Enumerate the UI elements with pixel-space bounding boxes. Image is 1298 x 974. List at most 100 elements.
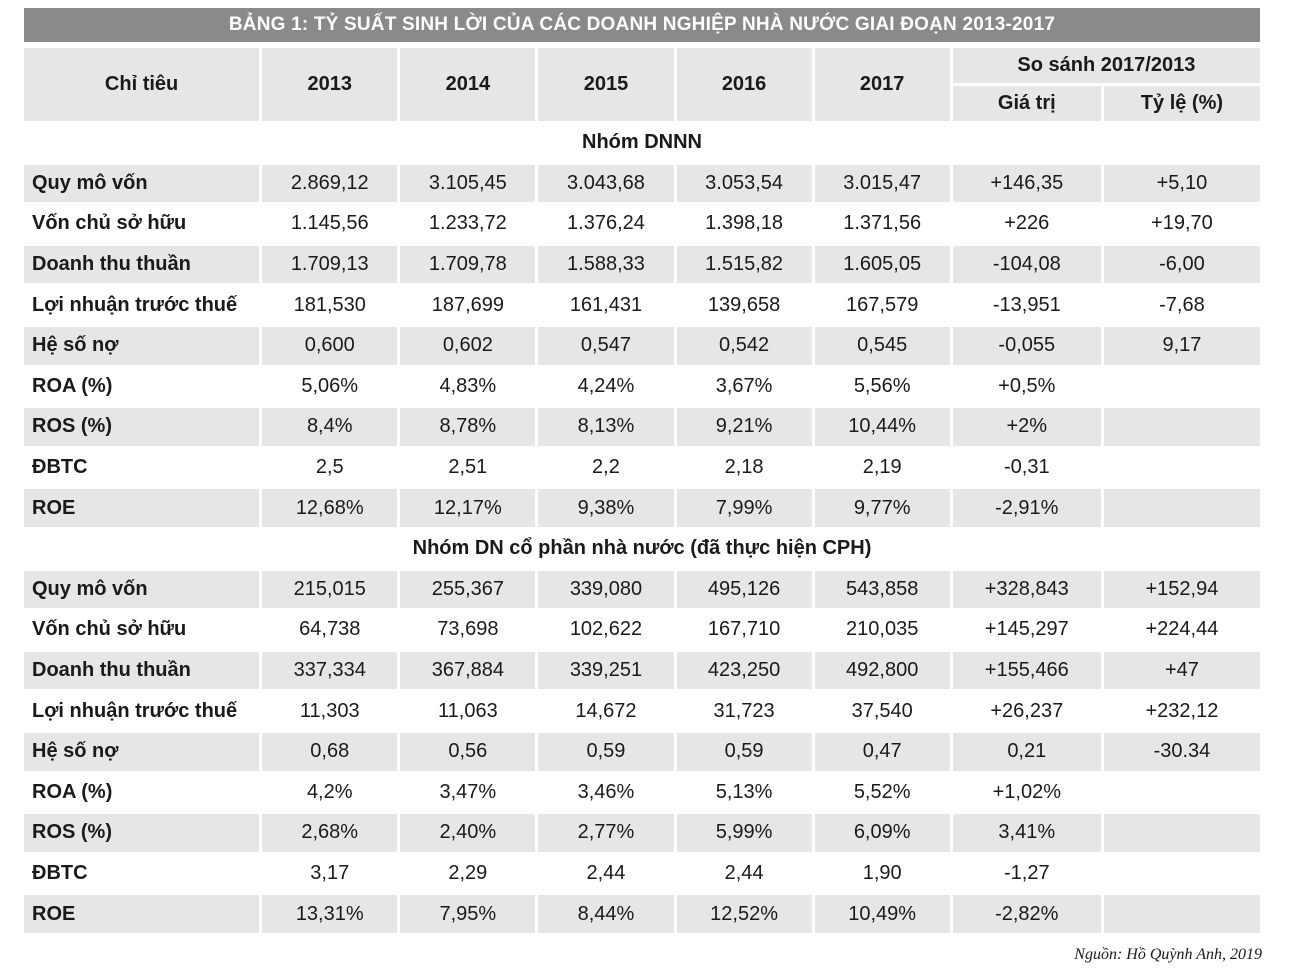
table-cell: +19,70: [1151, 212, 1213, 235]
table-cell: 12,68%: [262, 489, 398, 527]
table-row: ROE 13,31% 7,95% 8,44% 12,52% 10,49% -2,82%: [24, 895, 1260, 933]
table-cell: 1.376,24: [567, 212, 645, 235]
table-cell: 9,38%: [538, 489, 674, 527]
table-cell: 139,658: [707, 293, 781, 316]
table-cell: 8,44%: [538, 895, 674, 933]
group-title: Nhóm DNNN: [24, 124, 1260, 162]
table-cell: 9,77%: [814, 489, 950, 527]
row-label: Quy mô vốn: [24, 570, 260, 609]
table-cell: 367,884: [400, 651, 536, 690]
table-cell: 255,367: [400, 570, 536, 609]
table-cell: [1104, 855, 1260, 893]
table-cell: +2%: [952, 408, 1101, 446]
table-cell: +1,02%: [992, 780, 1061, 803]
table-cell: +0,5%: [998, 374, 1056, 397]
table-cell: 1.515,82: [676, 245, 812, 284]
table-cell: -30.34: [1103, 732, 1260, 771]
table-cell: 8,78%: [400, 408, 536, 446]
group-header-row: Nhóm DN cổ phần nhà nước (đã thực hiện C…: [24, 529, 1260, 568]
header-year: 2015: [538, 48, 674, 121]
table-cell: -104,08: [952, 245, 1101, 284]
table-cell: 12,17%: [400, 489, 536, 527]
table-cell: 187,699: [431, 293, 504, 316]
table-cell: 31,723: [713, 699, 775, 722]
table-cell: 543,858: [814, 570, 950, 609]
table-cell: +152,94: [1103, 570, 1260, 609]
table-cell: [1104, 774, 1260, 812]
table-cell: 3.015,47: [814, 164, 950, 203]
table-row: Hệ số nợ 0,600 0,602 0,547 0,542 0,545 -0,055 9…: [24, 326, 1260, 365]
table-cell: +232,12: [1145, 699, 1219, 722]
table-cell: 3,47%: [439, 780, 497, 803]
table-cell: 2,19: [862, 456, 902, 479]
table-cell: 1.398,18: [705, 212, 783, 235]
table-cell: -6,00: [1103, 245, 1260, 284]
table-row: Doanh thu thuần 1.709,13 1.709,78 1.588,33 1…: [24, 245, 1260, 284]
table-cell: [1104, 449, 1260, 487]
table-cell: -0,055: [952, 326, 1101, 365]
table-cell: 0,21: [952, 732, 1101, 771]
table-row: ĐBTC 3,17 2,29 2,44 2,44 1,90 -1,27: [24, 855, 1260, 893]
header-year: 2017: [814, 48, 950, 121]
row-label: ROA (%): [32, 374, 113, 397]
row-label: Lợi nhuận trước thuế: [32, 293, 238, 316]
table-cell: 2,51: [448, 456, 488, 479]
table-cell: 339,080: [538, 570, 674, 609]
table-cell: 0,56: [400, 732, 536, 771]
table-cell: -2,82%: [952, 895, 1101, 933]
table-cell: 5,56%: [853, 374, 911, 397]
table-cell: 64,738: [299, 618, 361, 641]
table-cell: +145,297: [984, 618, 1069, 641]
table-cell: 0,547: [538, 326, 674, 365]
table-cell: 5,99%: [676, 814, 812, 852]
table-cell: 3.043,68: [538, 164, 674, 203]
table-cell: 3,41%: [952, 814, 1101, 852]
table-row: Vốn chủ sở hữu 1.145,56 1.233,72 1.376,24 1.…: [24, 205, 1260, 243]
table-cell: +47: [1103, 651, 1260, 690]
table-cell: 9,21%: [676, 408, 812, 446]
table-row: Hệ số nợ 0,68 0,56 0,59 0,59 0,47 0,21 -30.34: [24, 732, 1260, 771]
header-value: Giá trị: [952, 86, 1101, 121]
profitability-table: Chỉ tiêu 2013 2014 2015 2016 2017 So sán…: [21, 45, 1263, 936]
row-label: Vốn chủ sở hữu: [32, 618, 187, 641]
table-cell: 210,035: [846, 618, 919, 641]
table-cell: 6,09%: [814, 814, 950, 852]
table-cell: +155,466: [952, 651, 1101, 690]
table-cell: 4,83%: [439, 374, 497, 397]
table-cell: 1.588,33: [538, 245, 674, 284]
table-cell: 339,251: [538, 651, 674, 690]
table-cell: 37,540: [851, 699, 913, 722]
table-cell: 0,68: [262, 732, 398, 771]
table-cell: 8,4%: [262, 408, 398, 446]
table-cell: [1103, 489, 1260, 527]
table-cell: 11,063: [438, 699, 498, 722]
table-cell: 423,250: [676, 651, 812, 690]
table-cell: 337,334: [262, 651, 398, 690]
table-cell: 14,672: [575, 699, 637, 722]
row-label: ĐBTC: [32, 456, 88, 479]
row-label: Doanh thu thuần: [24, 651, 260, 690]
row-label: ROE: [24, 489, 260, 527]
table-cell: 1.709,13: [262, 245, 398, 284]
table-cell: 3.053,54: [676, 164, 812, 203]
header-compare: So sánh 2017/2013: [952, 48, 1260, 83]
table-cell: 3,67%: [715, 374, 773, 397]
header-year: 2016: [676, 48, 812, 121]
table-cell: 4,2%: [306, 780, 353, 803]
table-cell: -1,27: [1003, 861, 1050, 884]
table-cell: 0,59: [538, 732, 674, 771]
table-cell: 0,600: [262, 326, 398, 365]
table-cell: 1.145,56: [290, 212, 369, 235]
group-title: Nhóm DN cổ phần nhà nước (đã thực hiện C…: [24, 529, 1260, 568]
table-cell: 10,49%: [814, 895, 950, 933]
table-cell: 4,24%: [577, 374, 635, 397]
table-cell: 495,126: [676, 570, 812, 609]
header-ratio: Tỷ lệ (%): [1103, 86, 1260, 121]
table-row: Lợi nhuận trước thuế 11,303 11,063 14,672 31…: [24, 692, 1260, 730]
table-cell: 7,99%: [676, 489, 812, 527]
table-cell: 2,77%: [538, 814, 674, 852]
table-row: Lợi nhuận trước thuế 181,530 187,699 161,43…: [24, 286, 1260, 324]
table-cell: +224,44: [1145, 618, 1219, 641]
table-cell: 73,698: [437, 618, 499, 641]
row-label: Doanh thu thuần: [24, 245, 260, 284]
